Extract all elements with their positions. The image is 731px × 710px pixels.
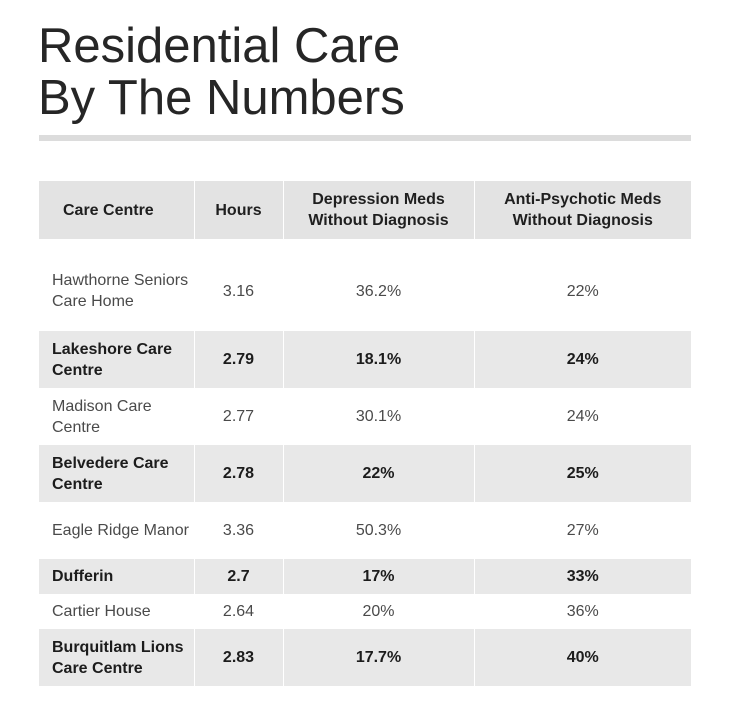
cell-antipsychotic: 22%	[474, 251, 691, 331]
cell-antipsychotic: 36%	[474, 594, 691, 629]
header-antipsychotic-line-1: Anti-Psychotic Meds	[504, 191, 662, 208]
cell-depression: 17%	[283, 559, 475, 594]
cell-hours: 2.83	[194, 629, 284, 686]
table-spacer	[39, 239, 691, 251]
table-row: Cartier House 2.64 20% 36%	[39, 594, 691, 629]
table-row: Dufferin 2.7 17% 33%	[39, 559, 691, 594]
cell-hours: 2.64	[194, 594, 284, 629]
cell-hours: 3.16	[194, 251, 284, 331]
header-antipsychotic-meds: Anti-Psychotic Meds Without Diagnosis	[474, 181, 691, 239]
cell-antipsychotic: 27%	[474, 502, 691, 559]
table-row: Lakeshore Care Centre 2.79 18.1% 24%	[39, 331, 691, 388]
cell-care-centre: Belvedere Care Centre	[39, 445, 195, 502]
cell-care-centre: Madison Care Centre	[39, 388, 195, 445]
cell-depression: 20%	[283, 594, 475, 629]
header-antipsychotic-line-2: Without Diagnosis	[512, 212, 653, 229]
cell-depression: 18.1%	[283, 331, 475, 388]
header-depression-line-2: Without Diagnosis	[308, 212, 449, 229]
table-row: Burquitlam Lions Care Centre 2.83 17.7% …	[39, 629, 691, 686]
cell-depression: 36.2%	[283, 251, 475, 331]
page-title-line-1: Residential Care	[38, 19, 401, 73]
cell-care-centre: Lakeshore Care Centre	[39, 331, 195, 388]
cell-depression: 22%	[283, 445, 475, 502]
header-hours: Hours	[194, 181, 284, 239]
cell-hours: 2.79	[194, 331, 284, 388]
care-centre-table: Care Centre Hours Depression Meds Withou…	[39, 181, 691, 686]
cell-depression: 30.1%	[283, 388, 475, 445]
table-header-row: Care Centre Hours Depression Meds Withou…	[39, 181, 691, 239]
cell-hours: 2.77	[194, 388, 284, 445]
cell-care-centre: Eagle Ridge Manor	[39, 502, 195, 559]
header-care-centre: Care Centre	[39, 181, 195, 239]
table-row: Madison Care Centre 2.77 30.1% 24%	[39, 388, 691, 445]
cell-hours: 2.78	[194, 445, 284, 502]
cell-care-centre: Dufferin	[39, 559, 195, 594]
table-header: Care Centre Hours Depression Meds Withou…	[39, 181, 691, 239]
table-body: Hawthorne Seniors Care Home 3.16 36.2% 2…	[39, 239, 691, 686]
cell-antipsychotic: 24%	[474, 331, 691, 388]
cell-care-centre: Burquitlam Lions Care Centre	[39, 629, 195, 686]
cell-antipsychotic: 40%	[474, 629, 691, 686]
cell-hours: 2.7	[194, 559, 284, 594]
table-row: Hawthorne Seniors Care Home 3.16 36.2% 2…	[39, 251, 691, 331]
header-depression-meds: Depression Meds Without Diagnosis	[283, 181, 475, 239]
header-depression-line-1: Depression Meds	[312, 191, 445, 208]
page-title: Residential Care By The Numbers	[38, 20, 405, 124]
cell-hours: 3.36	[194, 502, 284, 559]
cell-antipsychotic: 33%	[474, 559, 691, 594]
cell-care-centre: Hawthorne Seniors Care Home	[39, 251, 195, 331]
page-title-line-2: By The Numbers	[38, 71, 405, 125]
cell-depression: 17.7%	[283, 629, 475, 686]
cell-antipsychotic: 25%	[474, 445, 691, 502]
table-row: Belvedere Care Centre 2.78 22% 25%	[39, 445, 691, 502]
cell-care-centre: Cartier House	[39, 594, 195, 629]
table-row: Eagle Ridge Manor 3.36 50.3% 27%	[39, 502, 691, 559]
cell-antipsychotic: 24%	[474, 388, 691, 445]
title-divider	[39, 135, 691, 141]
cell-depression: 50.3%	[283, 502, 475, 559]
